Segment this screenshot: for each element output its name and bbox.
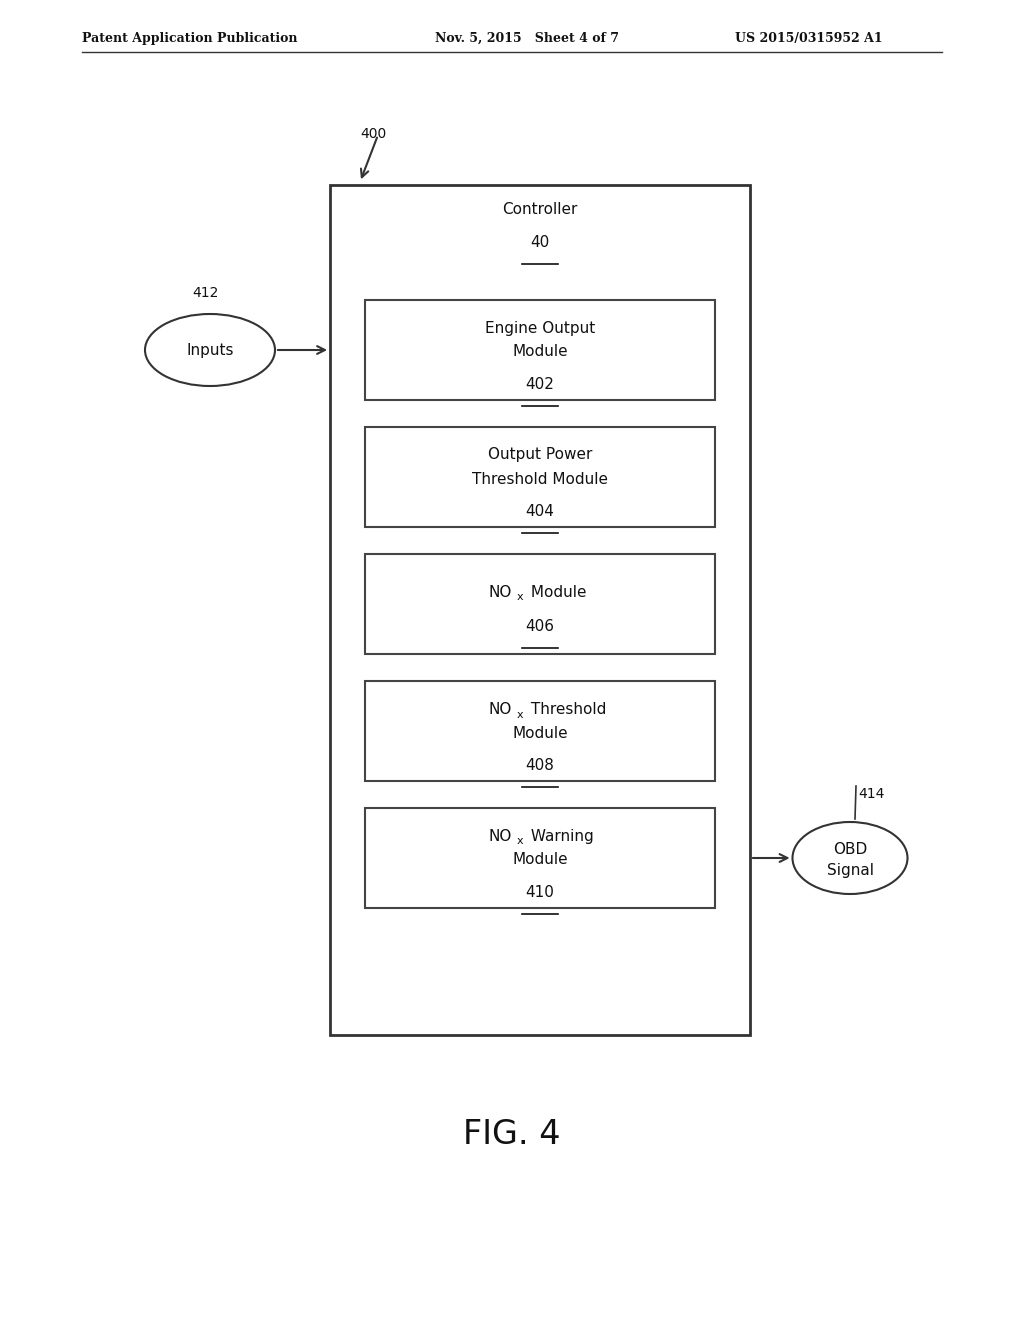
- Text: Output Power: Output Power: [487, 447, 592, 462]
- Text: 406: 406: [525, 619, 555, 634]
- Text: 410: 410: [525, 884, 554, 900]
- Text: OBD: OBD: [833, 842, 867, 857]
- Text: Patent Application Publication: Patent Application Publication: [82, 32, 298, 45]
- Text: 412: 412: [191, 286, 218, 300]
- Text: Signal: Signal: [826, 862, 873, 878]
- Text: Module: Module: [512, 853, 568, 867]
- Bar: [365, 681, 715, 781]
- Ellipse shape: [145, 314, 275, 385]
- Text: Threshold: Threshold: [525, 701, 606, 717]
- Text: 408: 408: [525, 758, 554, 774]
- Bar: [365, 300, 715, 400]
- Bar: [365, 554, 715, 653]
- Text: US 2015/0315952 A1: US 2015/0315952 A1: [735, 32, 883, 45]
- Text: NO: NO: [488, 585, 511, 599]
- Text: 414: 414: [858, 787, 885, 801]
- Bar: [365, 808, 715, 908]
- Text: 400: 400: [360, 127, 386, 141]
- Text: x: x: [516, 593, 523, 602]
- Text: x: x: [516, 710, 523, 719]
- Bar: [330, 185, 750, 1035]
- Text: NO: NO: [488, 829, 511, 843]
- Text: Module: Module: [512, 726, 568, 741]
- Text: FIG. 4: FIG. 4: [463, 1118, 561, 1151]
- Text: Warning: Warning: [525, 829, 593, 843]
- Text: x: x: [516, 837, 523, 846]
- Text: Inputs: Inputs: [186, 342, 233, 358]
- Text: Module: Module: [525, 585, 586, 599]
- Text: Controller: Controller: [503, 202, 578, 216]
- Text: NO: NO: [488, 701, 511, 717]
- Text: 404: 404: [525, 504, 554, 519]
- Text: 402: 402: [525, 378, 554, 392]
- Text: Module: Module: [512, 345, 568, 359]
- Text: Engine Output: Engine Output: [485, 321, 595, 335]
- Text: 40: 40: [530, 235, 550, 249]
- Ellipse shape: [793, 822, 907, 894]
- Text: Nov. 5, 2015   Sheet 4 of 7: Nov. 5, 2015 Sheet 4 of 7: [435, 32, 618, 45]
- Bar: [365, 426, 715, 527]
- Text: Threshold Module: Threshold Module: [472, 471, 608, 487]
